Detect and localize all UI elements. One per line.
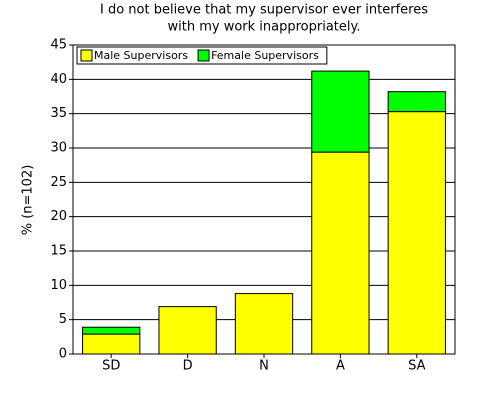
chart-title: with my work inappropriately. (168, 20, 361, 35)
y-tick-label: 0 (59, 347, 67, 362)
bar-segment (387, 91, 446, 113)
bar-segment (311, 70, 370, 153)
bar-segment (158, 306, 217, 355)
x-tick-label: D (183, 359, 193, 374)
bar-segment (82, 326, 141, 335)
plot-frame (72, 44, 456, 355)
y-tick-label: 15 (50, 244, 67, 259)
y-tick-label: 35 (50, 106, 67, 121)
x-tick-label: SD (102, 359, 120, 374)
bar-segment (234, 293, 294, 355)
bar-segment (82, 333, 141, 355)
y-tick-label: 5 (59, 312, 67, 327)
y-tick-label: 30 (50, 141, 67, 156)
y-tick-label: 25 (50, 175, 67, 190)
bar-segment (311, 151, 370, 355)
y-tick-label: 20 (50, 209, 67, 224)
y-tick-label: 40 (50, 72, 67, 87)
x-tick-label: N (259, 359, 269, 374)
legend-swatch (197, 49, 210, 62)
x-tick-label: A (336, 359, 345, 374)
y-tick-label: 10 (50, 278, 67, 293)
y-axis-label: % (n=102) (21, 165, 36, 236)
chart-title: I do not believe that my supervisor ever… (100, 3, 428, 18)
y-tick-label: 45 (50, 38, 67, 53)
legend-label: Male Supervisors (94, 49, 188, 62)
bar-segment (387, 111, 446, 355)
legend-swatch (80, 49, 93, 62)
x-tick-label: SA (408, 359, 425, 374)
legend-label: Female Supervisors (211, 49, 319, 62)
